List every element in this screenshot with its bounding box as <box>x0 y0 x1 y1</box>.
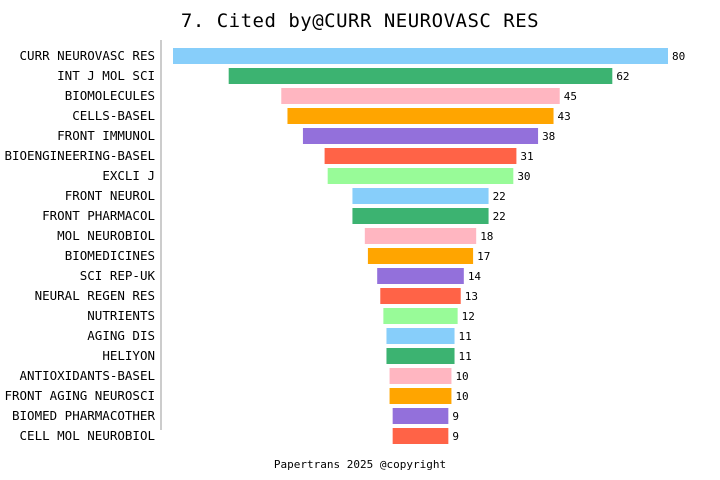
category-label: EXCLI J <box>102 168 155 183</box>
value-label: 22 <box>493 210 506 223</box>
category-label: NEURAL REGEN RES <box>35 288 155 303</box>
bar <box>324 148 517 164</box>
bar <box>364 228 477 244</box>
bar <box>383 308 458 324</box>
bar <box>386 348 455 364</box>
category-label: CELLS-BASEL <box>72 108 155 123</box>
bar <box>386 328 455 344</box>
bar <box>392 408 449 424</box>
bar <box>380 288 461 304</box>
bar <box>392 428 449 444</box>
category-label: CURR NEUROVASC RES <box>20 48 155 63</box>
category-label: FRONT AGING NEUROSCI <box>4 388 155 403</box>
value-label: 43 <box>558 110 571 123</box>
value-label: 10 <box>455 370 468 383</box>
value-label: 62 <box>616 70 629 83</box>
copyright-footer: Papertrans 2025 @copyright <box>273 458 447 471</box>
category-label: BIOMOLECULES <box>65 88 155 103</box>
chart-title: 7. Cited by@CURR NEUROVASC RES <box>180 10 540 32</box>
value-label: 12 <box>462 310 475 323</box>
category-label: FRONT IMMUNOL <box>57 128 155 143</box>
category-label: FRONT PHARMACOL <box>42 208 155 223</box>
bar <box>302 128 539 144</box>
category-label: CELL MOL NEUROBIOL <box>20 428 155 443</box>
bar <box>389 368 452 384</box>
value-label: 22 <box>493 190 506 203</box>
bar <box>228 68 613 84</box>
value-label: 11 <box>459 330 472 343</box>
bar <box>173 48 668 64</box>
category-label: FRONT NEUROL <box>65 188 155 203</box>
bar <box>352 188 489 204</box>
value-label: 9 <box>452 430 459 443</box>
value-label: 80 <box>672 50 685 63</box>
category-label: MOL NEUROBIOL <box>57 228 155 243</box>
value-label: 17 <box>477 250 490 263</box>
category-label: ANTIOXIDANTS-BASEL <box>20 368 155 383</box>
value-label: 30 <box>517 170 530 183</box>
value-label: 18 <box>480 230 493 243</box>
bar <box>367 248 474 264</box>
category-label: BIOMEDICINES <box>65 248 155 263</box>
value-label: 9 <box>452 410 459 423</box>
category-label: AGING DIS <box>87 328 155 343</box>
value-label: 11 <box>459 350 472 363</box>
category-label: HELIYON <box>102 348 155 363</box>
value-label: 14 <box>468 270 482 283</box>
category-label: SCI REP-UK <box>80 268 156 283</box>
bar <box>287 108 554 124</box>
value-label: 31 <box>520 150 533 163</box>
bar <box>327 168 514 184</box>
bar <box>389 388 452 404</box>
value-label: 10 <box>455 390 468 403</box>
value-label: 45 <box>564 90 577 103</box>
category-label: BIOENGINEERING-BASEL <box>4 148 155 163</box>
category-label: BIOMED PHARMACOTHER <box>12 408 155 423</box>
bar <box>281 88 560 104</box>
value-label: 38 <box>542 130 555 143</box>
value-label: 13 <box>465 290 478 303</box>
bar <box>377 268 464 284</box>
bar <box>352 208 489 224</box>
category-label: NUTRIENTS <box>87 308 155 323</box>
category-label: INT J MOL SCI <box>57 68 155 83</box>
